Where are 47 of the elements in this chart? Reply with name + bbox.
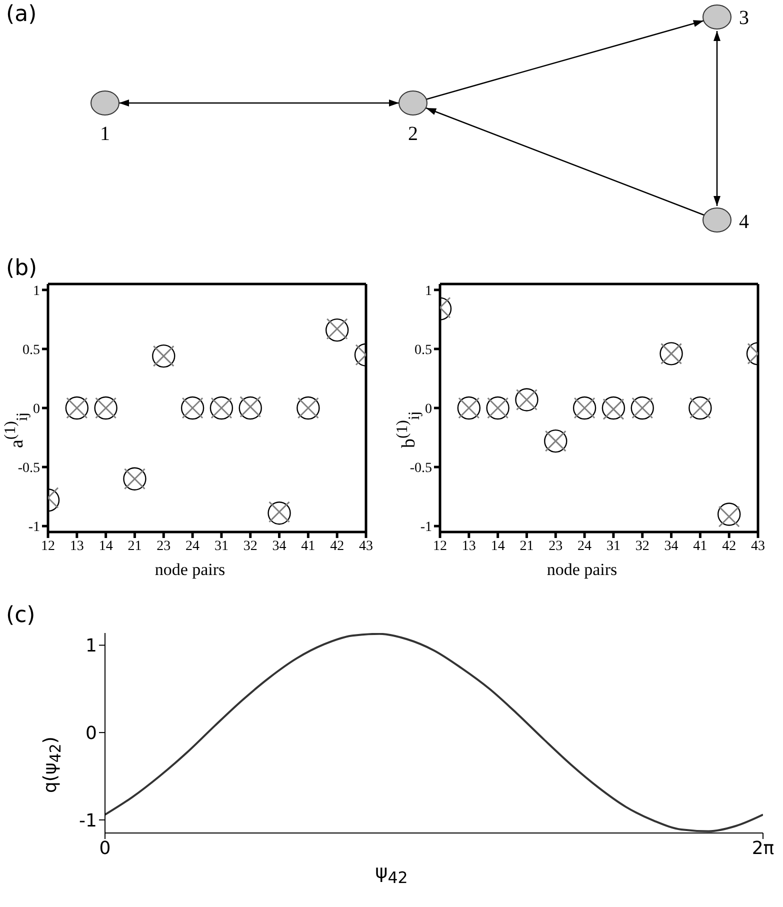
text: 2 (408, 123, 418, 145)
y-tick-label: 0.5 (414, 342, 432, 358)
y-tick-label: 1 (425, 284, 432, 299)
y-tick-label: -1 (420, 520, 432, 536)
x-tick-label: 12 (41, 538, 55, 554)
y-tick-label: 0 (33, 402, 40, 417)
y-tick-label: 0 (425, 402, 432, 417)
x-tick-label: 32 (243, 538, 258, 554)
text: 4 (739, 211, 749, 233)
x-tick-label: 12 (433, 538, 447, 554)
x-tick-label: 31 (606, 538, 620, 554)
y-tick-label: 0 (86, 722, 97, 744)
y-tick-label: -1 (79, 810, 97, 832)
x-tick-label: 13 (462, 538, 476, 554)
x-tick-label: 34 (664, 538, 678, 554)
x-tick-label: 13 (70, 538, 84, 554)
x-tick-label: 21 (128, 538, 142, 554)
x-tick-label: 41 (693, 538, 708, 554)
x-tick-label: 14 (490, 538, 505, 554)
x-tick-label: 43 (751, 538, 765, 554)
text: 3 (739, 7, 749, 29)
x-tick-label: 43 (359, 538, 373, 554)
x-tick-label: 32 (635, 538, 650, 554)
x-tick-label: 42 (722, 538, 736, 554)
chart-title: (b) (6, 256, 38, 281)
y-tick-label: -0.5 (18, 461, 40, 476)
x-tick-label: 23 (548, 538, 563, 554)
y-tick-label: -1 (28, 520, 40, 536)
x-axis-title: node pairs (154, 560, 226, 580)
x-axis-title: node pairs (546, 560, 618, 580)
x-tick-label: 41 (301, 538, 316, 554)
x-tick-label: 2π (752, 838, 774, 859)
x-tick-label: 24 (186, 538, 200, 554)
y-tick-label: 1 (33, 284, 40, 299)
y-tick-label: 1 (86, 636, 97, 657)
chart-title: (c) (6, 603, 36, 628)
x-tick-label: 34 (272, 538, 286, 554)
x-tick-label: 14 (98, 538, 113, 554)
y-tick-label: 0.5 (22, 342, 40, 358)
x-tick-label: 42 (330, 538, 344, 554)
x-tick-label: 31 (214, 538, 228, 554)
text: (a) (6, 2, 37, 27)
x-tick-label: 21 (520, 538, 534, 554)
x-axis-title: ψ$_{42}$ (374, 861, 409, 887)
y-tick-label: -0.5 (410, 461, 432, 476)
x-tick-label: 23 (156, 538, 171, 554)
x-tick-label: 24 (578, 538, 592, 554)
